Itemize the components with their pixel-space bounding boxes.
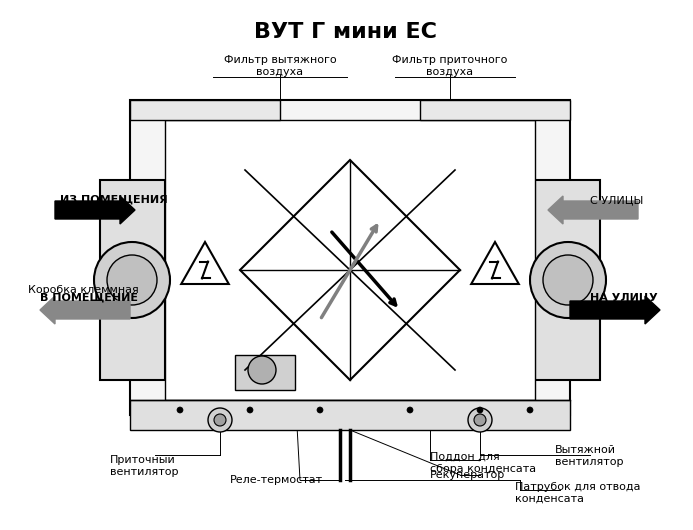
Circle shape bbox=[107, 255, 157, 305]
Polygon shape bbox=[535, 180, 600, 380]
Polygon shape bbox=[130, 100, 280, 120]
Circle shape bbox=[477, 407, 483, 413]
Text: Патрубок для отвода
конденсата: Патрубок для отвода конденсата bbox=[515, 482, 640, 504]
Circle shape bbox=[208, 408, 232, 432]
Polygon shape bbox=[420, 100, 570, 120]
Circle shape bbox=[468, 408, 492, 432]
FancyArrow shape bbox=[570, 296, 660, 324]
FancyArrow shape bbox=[55, 196, 135, 224]
Text: С УЛИЦЫ: С УЛИЦЫ bbox=[590, 195, 643, 205]
Circle shape bbox=[317, 407, 323, 413]
FancyArrow shape bbox=[40, 296, 130, 324]
Text: Вытяжной
вентилятор: Вытяжной вентилятор bbox=[555, 445, 624, 466]
Polygon shape bbox=[130, 100, 570, 415]
Text: Фильтр приточного
воздуха: Фильтр приточного воздуха bbox=[392, 55, 508, 77]
Polygon shape bbox=[130, 400, 570, 430]
Polygon shape bbox=[181, 242, 229, 284]
Text: Приточный
вентилятор: Приточный вентилятор bbox=[110, 455, 179, 476]
Text: Фильтр вытяжного
воздуха: Фильтр вытяжного воздуха bbox=[224, 55, 336, 77]
Circle shape bbox=[214, 414, 226, 426]
Polygon shape bbox=[235, 355, 295, 390]
Text: НА УЛИЦУ: НА УЛИЦУ bbox=[590, 293, 658, 303]
Circle shape bbox=[407, 407, 413, 413]
Circle shape bbox=[527, 407, 533, 413]
Circle shape bbox=[94, 242, 170, 318]
Text: Коробка клеммная: Коробка клеммная bbox=[28, 285, 139, 295]
Text: Рекуператор: Рекуператор bbox=[430, 470, 505, 480]
Text: В ПОМЕЩЕНИЕ: В ПОМЕЩЕНИЕ bbox=[40, 293, 138, 303]
Polygon shape bbox=[165, 120, 535, 400]
Polygon shape bbox=[100, 180, 165, 380]
Text: ВУТ Г мини ЕС: ВУТ Г мини ЕС bbox=[254, 22, 437, 42]
Text: Поддон для
сбора конденсата: Поддон для сбора конденсата bbox=[430, 452, 536, 474]
Text: ИЗ ПОМЕЩЕНИЯ: ИЗ ПОМЕЩЕНИЯ bbox=[60, 195, 168, 205]
Circle shape bbox=[543, 255, 593, 305]
Circle shape bbox=[247, 407, 253, 413]
Text: Реле-термостат: Реле-термостат bbox=[230, 475, 323, 485]
Circle shape bbox=[530, 242, 606, 318]
Circle shape bbox=[177, 407, 183, 413]
Circle shape bbox=[474, 414, 486, 426]
Circle shape bbox=[248, 356, 276, 384]
FancyArrow shape bbox=[548, 196, 638, 224]
Polygon shape bbox=[240, 160, 460, 380]
Polygon shape bbox=[471, 242, 519, 284]
